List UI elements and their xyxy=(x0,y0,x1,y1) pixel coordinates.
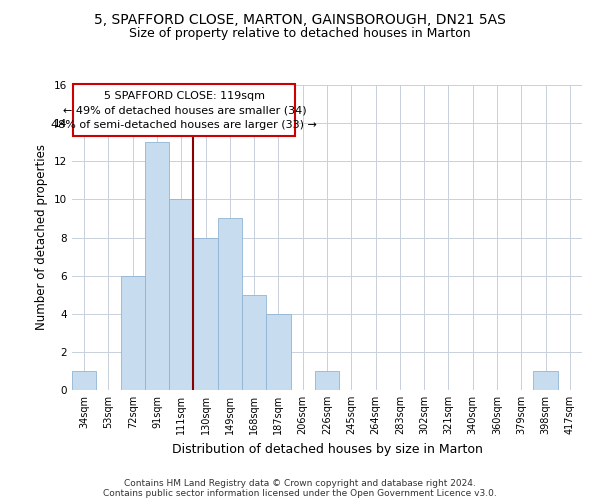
Text: ← 49% of detached houses are smaller (34): ← 49% of detached houses are smaller (34… xyxy=(62,106,306,116)
Text: Contains HM Land Registry data © Crown copyright and database right 2024.: Contains HM Land Registry data © Crown c… xyxy=(124,478,476,488)
Bar xyxy=(169,200,193,390)
Bar xyxy=(242,294,266,390)
Bar xyxy=(315,371,339,390)
Bar xyxy=(266,314,290,390)
Text: 5 SPAFFORD CLOSE: 119sqm: 5 SPAFFORD CLOSE: 119sqm xyxy=(104,90,265,101)
Text: Size of property relative to detached houses in Marton: Size of property relative to detached ho… xyxy=(129,28,471,40)
Text: 5, SPAFFORD CLOSE, MARTON, GAINSBOROUGH, DN21 5AS: 5, SPAFFORD CLOSE, MARTON, GAINSBOROUGH,… xyxy=(94,12,506,26)
X-axis label: Distribution of detached houses by size in Marton: Distribution of detached houses by size … xyxy=(172,442,482,456)
Bar xyxy=(193,238,218,390)
Text: 48% of semi-detached houses are larger (33) →: 48% of semi-detached houses are larger (… xyxy=(52,120,317,130)
Bar xyxy=(121,276,145,390)
Bar xyxy=(218,218,242,390)
Bar xyxy=(145,142,169,390)
Text: Contains public sector information licensed under the Open Government Licence v3: Contains public sector information licen… xyxy=(103,488,497,498)
FancyBboxPatch shape xyxy=(73,84,295,136)
Bar xyxy=(533,371,558,390)
Y-axis label: Number of detached properties: Number of detached properties xyxy=(35,144,49,330)
Bar xyxy=(72,371,96,390)
